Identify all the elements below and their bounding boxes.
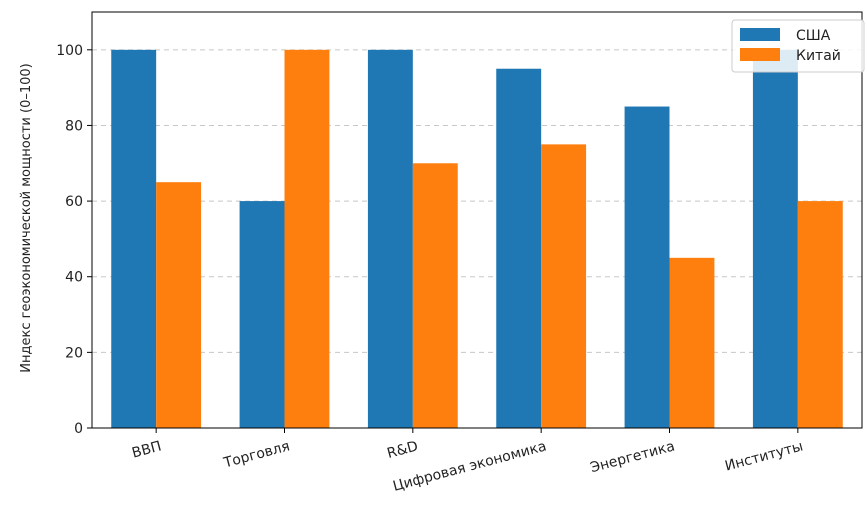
bars-layer	[111, 49, 843, 429]
y-ticks: 0 20 40 60 80 100	[56, 43, 92, 437]
bar-china	[541, 144, 587, 428]
bar-china	[156, 182, 202, 428]
x-tick-label: ВВП	[130, 438, 163, 461]
bar-china	[797, 201, 843, 428]
bar-usa	[239, 201, 285, 428]
bar-china	[412, 163, 458, 429]
y-tick-label: 0	[74, 421, 83, 437]
x-tick-label: R&D	[385, 438, 420, 462]
x-tick-label: Энергетика	[589, 438, 677, 476]
bar-usa	[624, 106, 670, 428]
plot-frame	[91, 11, 863, 429]
bar-usa	[111, 49, 157, 429]
legend: США Китай	[731, 19, 865, 73]
grid-layer	[92, 49, 862, 353]
y-tick-label: 100	[56, 43, 83, 59]
legend-swatch-china	[740, 48, 780, 61]
x-tick-label: Институты	[723, 438, 805, 474]
bar-china	[669, 257, 715, 428]
x-tick-label: Торговля	[221, 438, 291, 471]
bar-usa	[496, 68, 542, 429]
y-axis-label: Индекс геоэкономической мощности (0–100)	[19, 63, 34, 372]
bar-usa	[367, 49, 413, 429]
y-tick-label: 60	[65, 194, 83, 210]
bar-usa	[752, 49, 798, 429]
legend-label-china: Китай	[796, 48, 841, 64]
y-tick-label: 40	[65, 270, 83, 286]
y-tick-label: 80	[65, 118, 83, 134]
axes-layer	[91, 11, 863, 429]
y-tick-label: 20	[65, 345, 83, 361]
legend-label-usa: США	[796, 28, 831, 44]
legend-swatch-usa	[740, 28, 780, 41]
bar-china	[284, 49, 330, 429]
